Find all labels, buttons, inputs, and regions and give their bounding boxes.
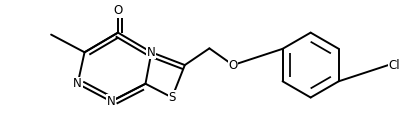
Text: N: N	[147, 46, 156, 59]
Text: S: S	[168, 91, 176, 104]
Text: N: N	[107, 95, 116, 108]
Text: O: O	[228, 59, 238, 72]
Text: O: O	[113, 5, 122, 18]
Text: N: N	[73, 77, 82, 90]
Text: Cl: Cl	[388, 59, 400, 72]
